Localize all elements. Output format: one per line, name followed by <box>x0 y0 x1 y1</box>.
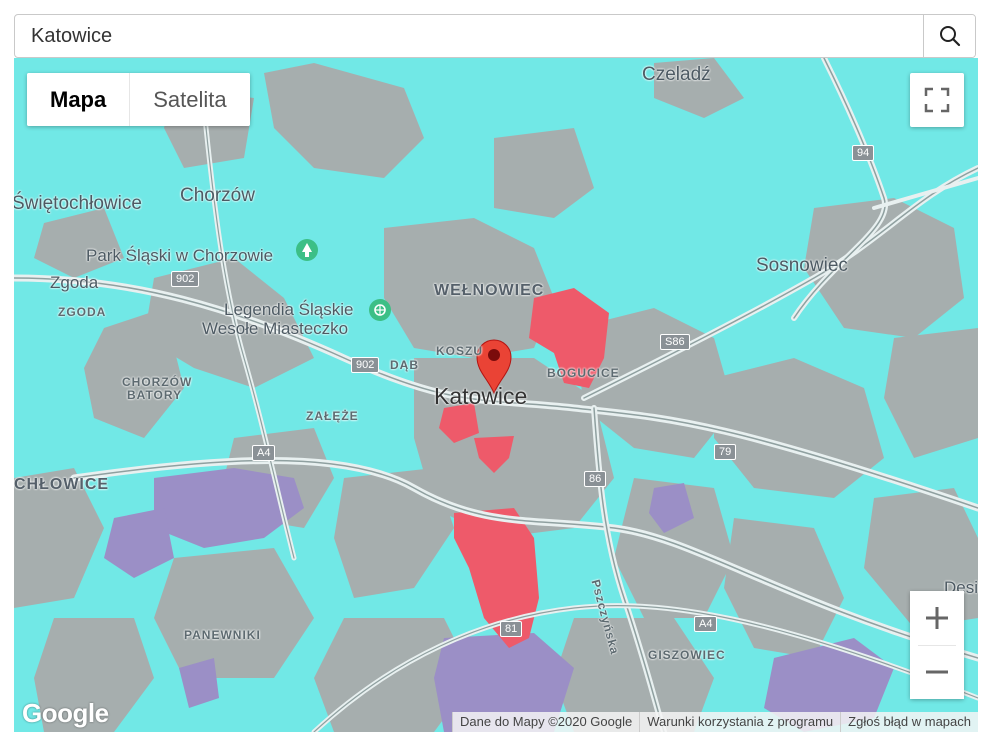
label-koszutka: KOSZU <box>436 344 483 358</box>
zoom-control <box>910 591 964 699</box>
zoom-out-button[interactable] <box>910 645 964 699</box>
label-zgoda: Zgoda <box>50 273 99 292</box>
search-icon <box>939 26 960 47</box>
map-attribution: Dane do Mapy ©2020 Google Warunki korzys… <box>452 712 978 732</box>
map-base-layer <box>14 58 978 732</box>
label-chorzow-batory-1: CHORZÓW <box>122 375 193 389</box>
label-chorzow-batory-2: BATORY <box>127 388 183 402</box>
map-type-divider <box>129 73 131 126</box>
map-type-satelita-button[interactable]: Satelita <box>130 73 250 126</box>
attribution-terms-link[interactable]: Warunki korzystania z programu <box>639 712 841 732</box>
plus-icon <box>926 606 948 629</box>
search-bar <box>14 14 976 58</box>
urban-areas <box>14 58 978 732</box>
park-icon <box>296 239 318 261</box>
road-shield-86: 86 <box>584 471 607 487</box>
label-dab: DĄB <box>390 358 419 372</box>
label-legendia-1: Legendia Śląskie <box>224 300 354 319</box>
road-shield-81: 81 <box>500 621 523 637</box>
zoom-in-button[interactable] <box>910 591 964 645</box>
road-shield-79: 79 <box>714 444 737 460</box>
road-shield-902-a: 902 <box>171 271 200 287</box>
attribution-report-link[interactable]: Zgłoś błąd w mapach <box>840 712 978 732</box>
road-shield-s86: S86 <box>660 334 690 350</box>
minus-icon <box>926 670 948 674</box>
label-sosnowiec: Sosnowiec <box>756 255 848 276</box>
label-legendia-2: Wesołe Miasteczko <box>202 319 349 338</box>
label-welnowiec: WEŁNOWIEC <box>434 282 545 299</box>
label-czeladz: Czeladź <box>642 64 711 85</box>
search-button[interactable] <box>923 15 975 57</box>
amusement-park-icon <box>369 299 391 321</box>
map-type-control: Mapa Satelita <box>27 73 250 126</box>
fullscreen-icon <box>924 87 950 113</box>
red-hotspots <box>439 288 609 648</box>
map-canvas[interactable]: Czeladź Chorzów Świętochłowice Park Śląs… <box>14 58 978 732</box>
label-zaleze: ZAŁĘŻE <box>306 409 359 423</box>
road-shield-a4-a: A4 <box>252 445 276 461</box>
label-park-slaski: Park Śląski w Chorzowie <box>86 246 274 265</box>
road-shield-a4-b: A4 <box>694 616 718 632</box>
label-katowice: Katowice <box>434 383 528 409</box>
road-shield-94: 94 <box>852 145 875 161</box>
location-marker <box>476 339 512 395</box>
label-bogucice: BOGUCICE <box>547 366 620 380</box>
label-panewniki: PANEWNIKI <box>184 628 261 642</box>
label-zgoda-district: ZGODA <box>58 305 107 319</box>
zoom-divider <box>918 644 956 646</box>
road-shield-902-b: 902 <box>351 357 380 373</box>
label-swietochlowice: Świętochłowice <box>14 193 142 214</box>
purple-zones <box>104 468 894 732</box>
map-type-mapa-button[interactable]: Mapa <box>27 73 130 126</box>
search-input[interactable] <box>15 15 923 57</box>
label-giszowiec: GISZOWIEC <box>648 648 726 662</box>
label-chlowice: CHŁOWICE <box>14 476 110 493</box>
label-chorzow: Chorzów <box>180 185 255 206</box>
fullscreen-button[interactable] <box>910 73 964 127</box>
google-logo[interactable]: Google <box>22 698 109 728</box>
attribution-map-data: Dane do Mapy ©2020 Google <box>452 712 640 732</box>
